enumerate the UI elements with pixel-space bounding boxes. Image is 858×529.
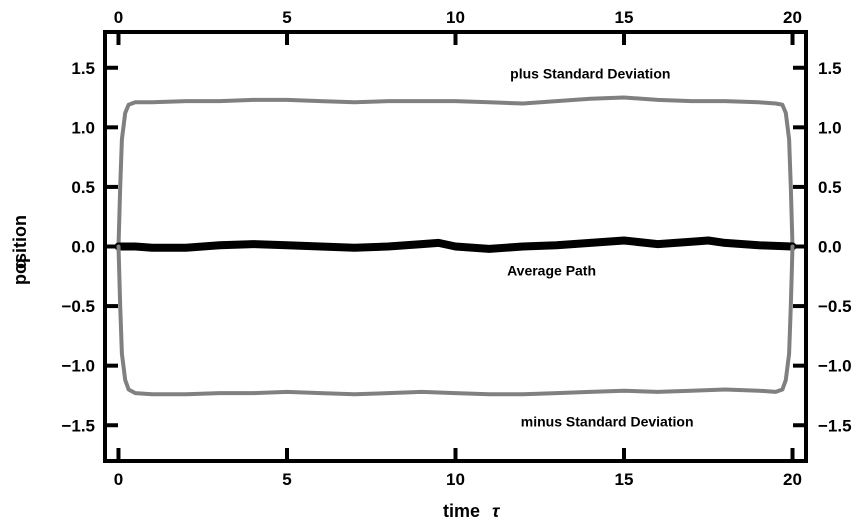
x-tick-label-top: 10 <box>446 8 465 27</box>
y-tick-label-left: −0.5 <box>61 297 95 316</box>
x-tick-label-bottom: 0 <box>114 470 123 489</box>
series-layer <box>114 95 797 397</box>
y-axis-symbol: q <box>10 258 30 269</box>
plot-frame <box>103 30 808 463</box>
y-tick-label-left: 1.5 <box>71 59 95 78</box>
x-axis-symbol: τ <box>492 501 501 521</box>
y-axis-label: position <box>10 215 30 285</box>
y-tick-label-right: 1.0 <box>818 118 842 137</box>
ticks-layer <box>105 32 806 461</box>
x-tick-label-bottom: 15 <box>615 470 634 489</box>
y-tick-label-right: 0.5 <box>818 178 842 197</box>
x-tick-label-bottom: 10 <box>446 470 465 489</box>
series-line-mean <box>114 236 797 253</box>
y-tick-label-right: 1.5 <box>818 59 842 78</box>
y-tick-label-left: −1.5 <box>61 416 95 435</box>
annotation-label: Average Path <box>507 262 596 278</box>
series-line-lower <box>116 244 795 397</box>
y-tick-label-right: −1.0 <box>818 357 852 376</box>
y-tick-label-left: −1.0 <box>61 357 95 376</box>
y-tick-label-right: 0.0 <box>818 238 842 257</box>
annotation-label: plus Standard Deviation <box>510 66 670 82</box>
annotation-label: minus Standard Deviation <box>521 414 694 430</box>
x-axis-label: time <box>443 501 480 521</box>
y-tick-label-right: −0.5 <box>818 297 852 316</box>
x-tick-label-top: 20 <box>783 8 802 27</box>
x-tick-label-top: 0 <box>114 8 123 27</box>
series-line-upper <box>116 95 795 249</box>
y-tick-label-left: 0.0 <box>71 238 95 257</box>
x-tick-label-bottom: 20 <box>783 470 802 489</box>
y-tick-label-right: −1.5 <box>818 416 852 435</box>
x-tick-label-top: 15 <box>615 8 634 27</box>
x-tick-label-bottom: 5 <box>282 470 291 489</box>
y-tick-label-left: 1.0 <box>71 118 95 137</box>
labels-layer: 0 0 5 5 10 10 15 15 20 20 −1.5 −1.5 −1.0 −1.0 −0.5 −0.5… <box>61 8 851 489</box>
y-tick-label-left: 0.5 <box>71 178 95 197</box>
x-tick-label-top: 5 <box>282 8 291 27</box>
